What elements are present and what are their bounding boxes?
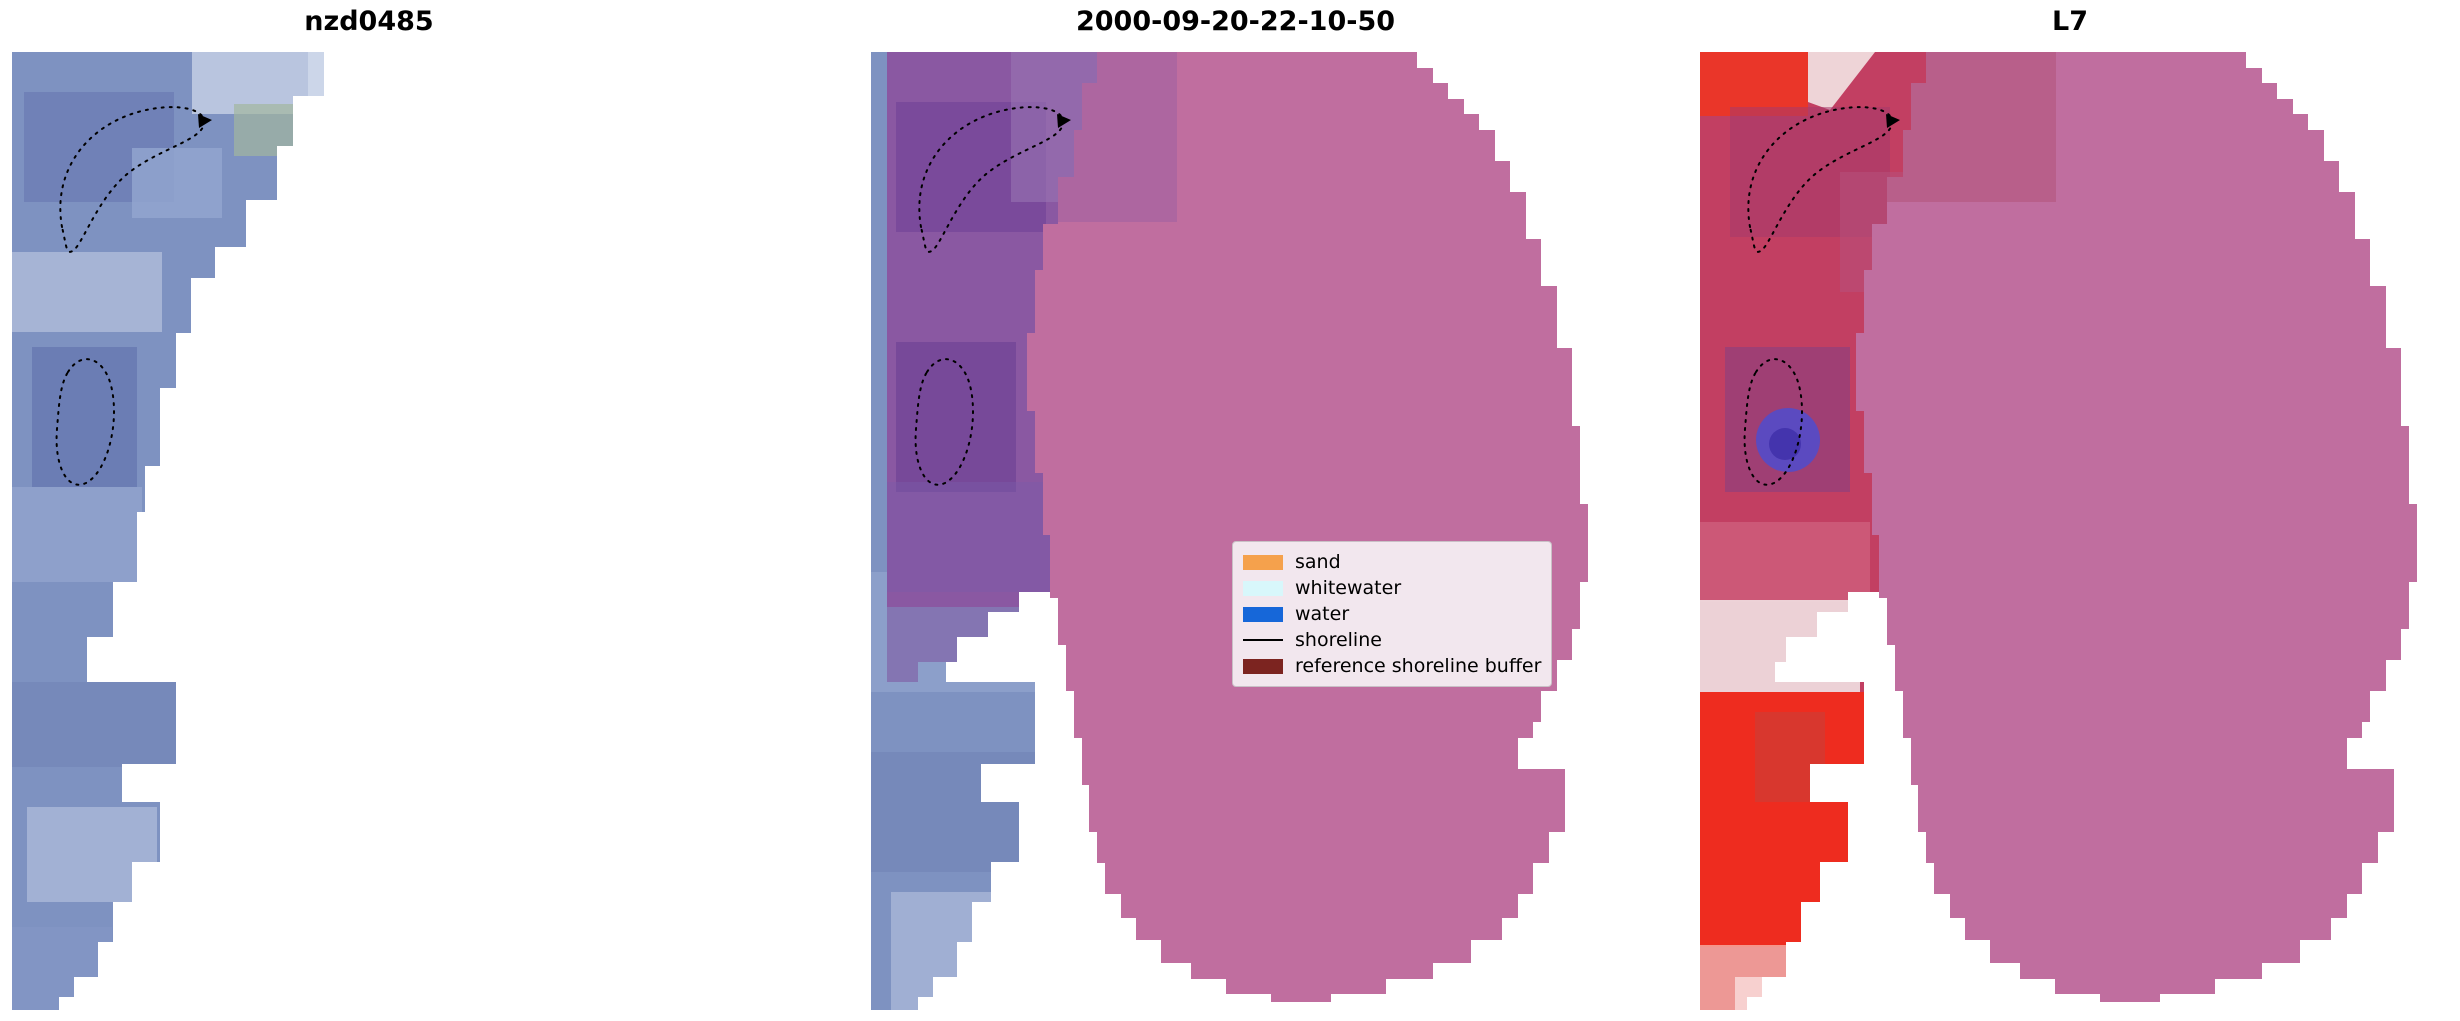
mauve-mask-blob [1027, 52, 1588, 1002]
legend-item-shoreline: shoreline [1243, 628, 1541, 651]
water-swatch [1243, 606, 1283, 622]
legend-label-sand: sand [1295, 551, 1341, 573]
contour-arrow-icon [1057, 114, 1071, 128]
l7-band-image [1700, 52, 2417, 1010]
legend-label-shoreline: shoreline [1295, 628, 1382, 651]
panel-classified-image: 2000-09-20-22-10-50 [871, 0, 1600, 1021]
reference-shoreline-contour-lower [914, 358, 974, 486]
legend-item-sand: sand [1243, 552, 1541, 573]
reference-shoreline-contour-lower [55, 358, 115, 486]
panel3-title: L7 [2052, 6, 2088, 37]
panel2-title: 2000-09-20-22-10-50 [1075, 6, 1396, 37]
reference-shoreline-contour-lower [1743, 358, 1803, 486]
contour-arrow-icon [198, 114, 212, 128]
light-pixel-nub [308, 52, 324, 96]
water-strip-texture [12, 52, 308, 1010]
panel1-title: nzd0485 [304, 6, 434, 37]
legend: sand whitewater water shoreline referenc… [1232, 541, 1553, 688]
reference-shoreline-contour-upper [1747, 106, 1894, 253]
site-rgb-image [12, 52, 324, 1010]
panel-l7-image: L7 [1700, 0, 2440, 1021]
reference-shoreline-contour-upper [918, 106, 1065, 253]
reference-buffer-swatch [1243, 658, 1283, 674]
mauve-mask-blob [1856, 52, 2417, 1002]
legend-item-reference-buffer: reference shoreline buffer [1243, 654, 1542, 677]
reference-shoreline-contour-upper [59, 106, 206, 253]
legend-label-reference-buffer: reference shoreline buffer [1295, 654, 1542, 677]
panel-site-image: nzd0485 [12, 0, 726, 1021]
legend-label-whitewater: whitewater [1295, 576, 1402, 599]
classified-image [871, 52, 1588, 1010]
legend-label-water: water [1295, 602, 1350, 625]
shoreline-swatch [1243, 639, 1283, 642]
whitewater-swatch [1243, 580, 1283, 596]
legend-item-whitewater: whitewater [1243, 576, 1541, 599]
sand-swatch [1243, 554, 1283, 570]
legend-item-water: water [1243, 602, 1541, 625]
contour-arrow-icon [1886, 114, 1900, 128]
